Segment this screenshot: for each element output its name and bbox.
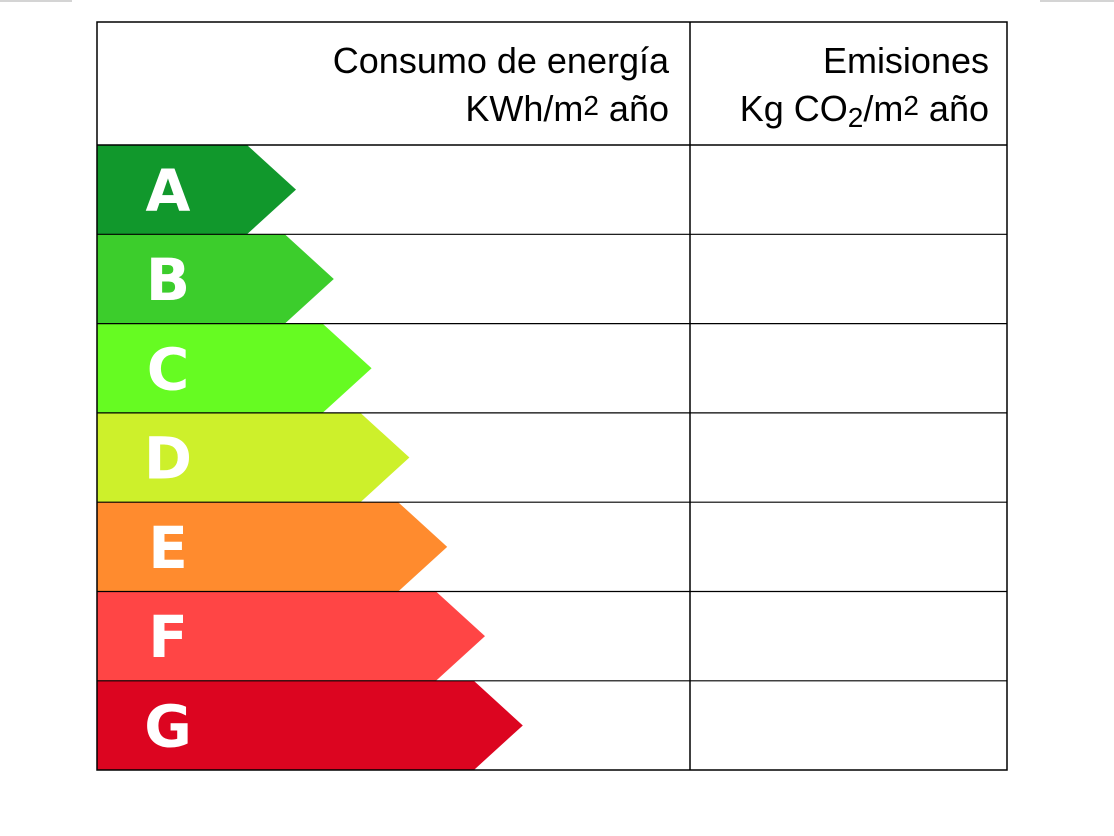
unit-part: KWh/m bbox=[465, 88, 583, 129]
emissions-title: Emisiones bbox=[823, 40, 989, 81]
rating-band bbox=[97, 234, 334, 324]
rating-band bbox=[97, 591, 485, 681]
rating-letter: F bbox=[148, 603, 188, 671]
unit-part: Kg CO bbox=[740, 88, 848, 129]
table-border bbox=[96, 21, 1008, 771]
energy-unit: KWh/m2 año bbox=[465, 88, 669, 129]
rating-band bbox=[97, 145, 296, 235]
unit-part: año bbox=[919, 88, 989, 129]
rating-band bbox=[97, 680, 523, 771]
rating-letter: D bbox=[144, 425, 192, 493]
unit-superscript: 2 bbox=[903, 90, 919, 121]
rating-letter: E bbox=[148, 514, 188, 582]
rating-letter: C bbox=[147, 335, 190, 403]
rating-letter: G bbox=[144, 692, 192, 760]
unit-part: año bbox=[599, 88, 669, 129]
unit-part: /m bbox=[863, 88, 903, 129]
rating-letter: A bbox=[146, 157, 191, 225]
rating-band bbox=[97, 323, 372, 413]
rating-band bbox=[97, 502, 448, 592]
unit-superscript: 2 bbox=[583, 90, 599, 121]
emissions-unit: Kg CO2/m2 año bbox=[740, 88, 989, 133]
energy-title: Consumo de energía bbox=[333, 40, 670, 81]
rating-letter: B bbox=[146, 246, 190, 314]
unit-subscript: 2 bbox=[848, 102, 864, 133]
rating-band bbox=[97, 412, 410, 503]
